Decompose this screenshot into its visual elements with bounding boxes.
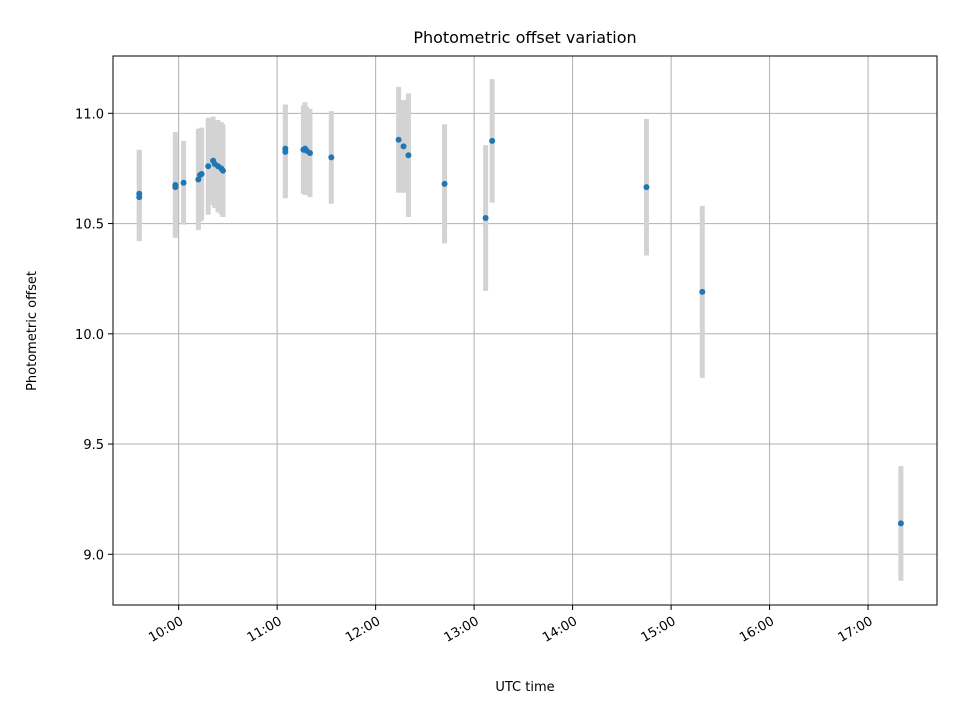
y-axis-label: Photometric offset xyxy=(25,271,40,391)
data-point xyxy=(180,179,187,186)
data-point xyxy=(482,215,489,222)
data-point xyxy=(219,167,226,174)
data-point xyxy=(395,136,402,143)
data-point xyxy=(643,184,650,191)
axis-ticks: 10:00 11:00 12:00 13:00 14:00 15:00 16:00 17:00… xyxy=(75,107,876,645)
data-point xyxy=(897,520,904,527)
data-point xyxy=(328,154,335,161)
chart-title: Photometric offset variation xyxy=(413,28,636,47)
data-point xyxy=(306,150,313,157)
data-point xyxy=(699,288,706,295)
data-point xyxy=(172,184,179,191)
y-tick-label: 11.0 xyxy=(75,107,104,122)
data-point xyxy=(400,143,407,150)
y-tick-label: 10.5 xyxy=(75,218,104,233)
data-point xyxy=(489,137,496,144)
y-tick-label: 9.5 xyxy=(83,438,104,453)
data-point xyxy=(198,170,205,177)
data-point xyxy=(282,145,289,152)
plot-frame xyxy=(112,55,938,606)
plot-area xyxy=(113,56,937,605)
data-points xyxy=(136,136,904,527)
grid xyxy=(113,56,937,605)
data-point xyxy=(205,163,212,170)
data-point xyxy=(405,152,412,159)
x-axis-label: UTC time xyxy=(495,680,554,695)
data-point xyxy=(441,180,448,187)
data-point xyxy=(136,190,143,197)
y-tick-label: 9.0 xyxy=(83,548,104,563)
y-tick-label: 10.0 xyxy=(75,328,104,343)
